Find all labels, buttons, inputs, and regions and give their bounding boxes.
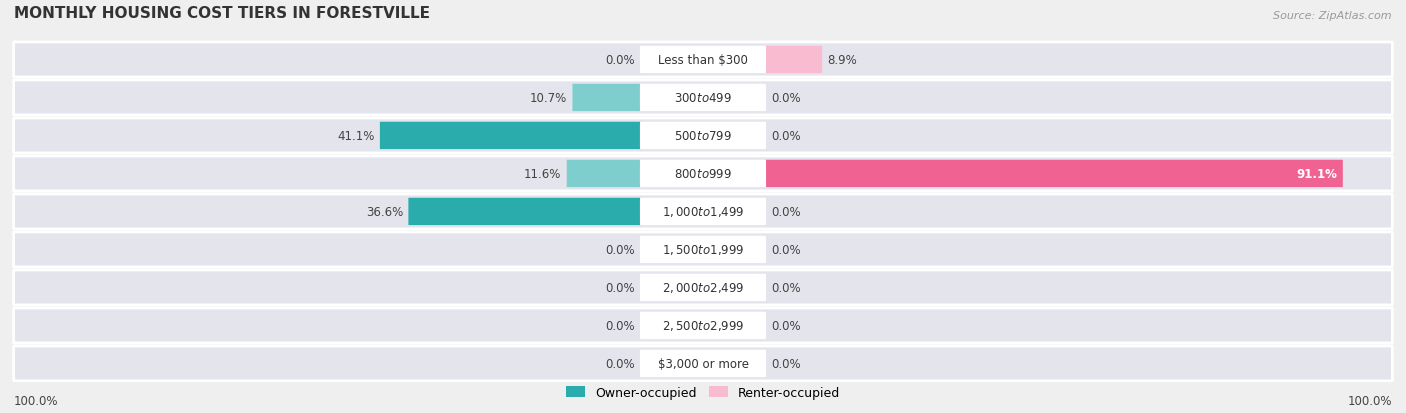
FancyBboxPatch shape (567, 160, 641, 188)
Text: 0.0%: 0.0% (772, 243, 801, 256)
FancyBboxPatch shape (14, 308, 1392, 343)
FancyBboxPatch shape (640, 122, 766, 150)
FancyBboxPatch shape (14, 43, 1392, 78)
Text: 36.6%: 36.6% (366, 205, 404, 218)
Text: $2,000 to $2,499: $2,000 to $2,499 (662, 281, 744, 295)
Text: 0.0%: 0.0% (605, 281, 634, 294)
Text: Less than $300: Less than $300 (658, 54, 748, 67)
Text: 91.1%: 91.1% (1296, 168, 1337, 180)
Text: $1,500 to $1,999: $1,500 to $1,999 (662, 243, 744, 257)
FancyBboxPatch shape (14, 119, 1392, 154)
FancyBboxPatch shape (14, 270, 1392, 305)
FancyBboxPatch shape (640, 198, 766, 225)
Text: 0.0%: 0.0% (605, 319, 634, 332)
Text: $1,000 to $1,499: $1,000 to $1,499 (662, 205, 744, 219)
FancyBboxPatch shape (14, 81, 1392, 116)
FancyBboxPatch shape (640, 47, 766, 74)
Text: 11.6%: 11.6% (524, 168, 561, 180)
FancyBboxPatch shape (380, 122, 641, 150)
FancyBboxPatch shape (640, 350, 766, 377)
Text: MONTHLY HOUSING COST TIERS IN FORESTVILLE: MONTHLY HOUSING COST TIERS IN FORESTVILL… (14, 5, 430, 21)
FancyBboxPatch shape (572, 85, 641, 112)
FancyBboxPatch shape (640, 85, 766, 112)
FancyBboxPatch shape (765, 47, 823, 74)
Text: 100.0%: 100.0% (14, 394, 59, 407)
Text: 100.0%: 100.0% (1347, 394, 1392, 407)
FancyBboxPatch shape (765, 160, 1343, 188)
Text: $2,500 to $2,999: $2,500 to $2,999 (662, 319, 744, 332)
FancyBboxPatch shape (14, 157, 1392, 192)
FancyBboxPatch shape (640, 312, 766, 339)
Text: $3,000 or more: $3,000 or more (658, 357, 748, 370)
Text: $800 to $999: $800 to $999 (673, 168, 733, 180)
Legend: Owner-occupied, Renter-occupied: Owner-occupied, Renter-occupied (561, 381, 845, 404)
Text: $300 to $499: $300 to $499 (673, 92, 733, 104)
Text: 41.1%: 41.1% (337, 130, 374, 142)
Text: $500 to $799: $500 to $799 (673, 130, 733, 142)
Text: 0.0%: 0.0% (772, 281, 801, 294)
Text: 0.0%: 0.0% (772, 357, 801, 370)
Text: 0.0%: 0.0% (605, 243, 634, 256)
FancyBboxPatch shape (14, 195, 1392, 229)
Text: Source: ZipAtlas.com: Source: ZipAtlas.com (1274, 10, 1392, 21)
Text: 0.0%: 0.0% (772, 92, 801, 104)
FancyBboxPatch shape (408, 198, 641, 225)
Text: 0.0%: 0.0% (772, 130, 801, 142)
FancyBboxPatch shape (640, 160, 766, 188)
Text: 8.9%: 8.9% (828, 54, 858, 67)
FancyBboxPatch shape (640, 236, 766, 263)
Text: 10.7%: 10.7% (530, 92, 567, 104)
Text: 0.0%: 0.0% (605, 54, 634, 67)
Text: 0.0%: 0.0% (772, 319, 801, 332)
FancyBboxPatch shape (14, 233, 1392, 267)
FancyBboxPatch shape (14, 346, 1392, 381)
FancyBboxPatch shape (640, 274, 766, 301)
Text: 0.0%: 0.0% (605, 357, 634, 370)
Text: 0.0%: 0.0% (772, 205, 801, 218)
